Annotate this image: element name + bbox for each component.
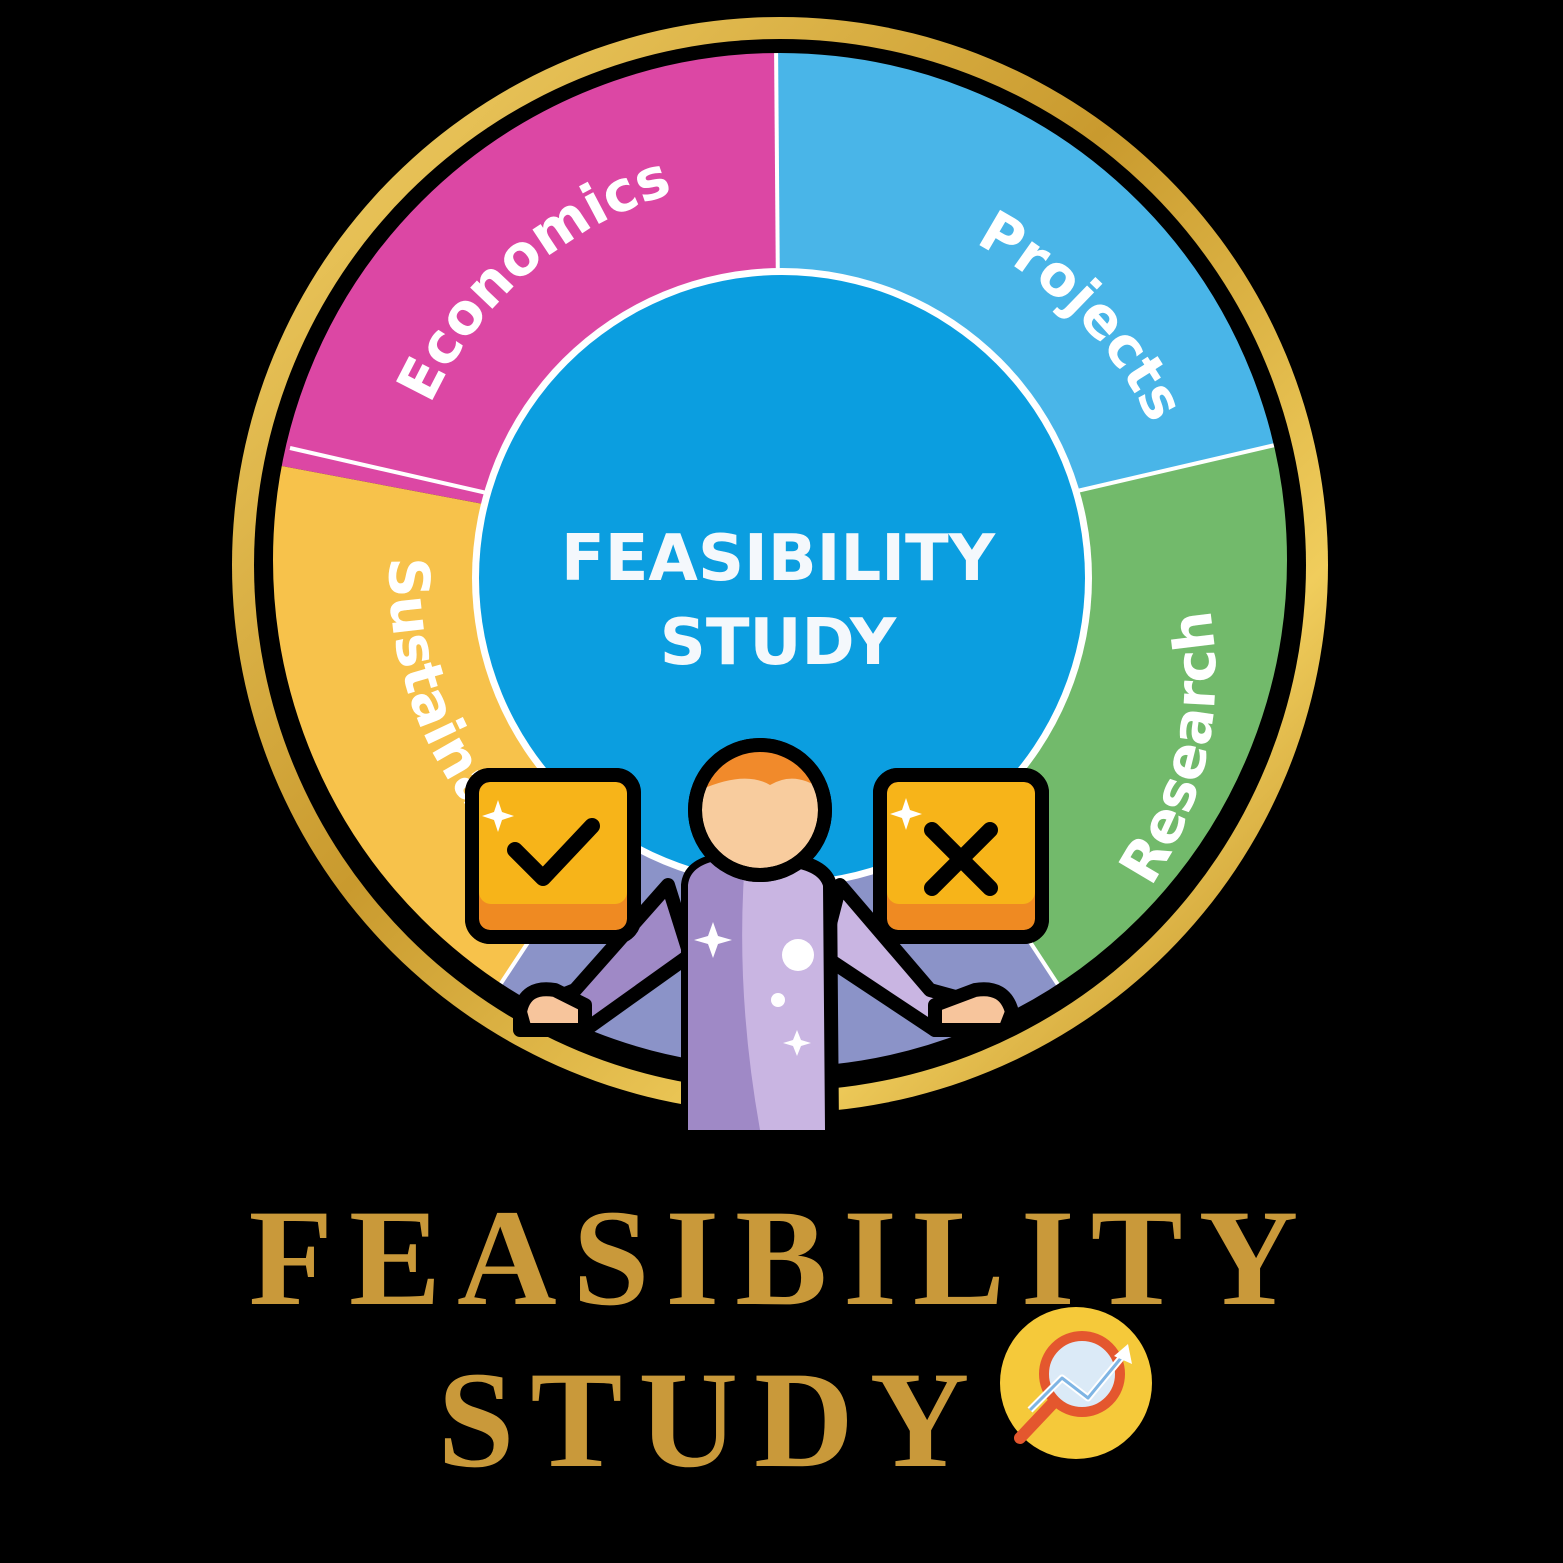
torso-sparkles	[694, 922, 814, 1056]
hub-label-line1: FEASIBILITY	[561, 522, 996, 596]
magnifier-chart-icon	[1000, 1307, 1152, 1459]
title-line-1: FEASIBILITY	[248, 1181, 1315, 1334]
cross-icon	[924, 822, 998, 896]
approve-box	[465, 768, 641, 944]
person-right-hand	[928, 982, 1019, 1037]
person-figure	[513, 738, 1019, 1137]
person-torso-shade	[688, 860, 760, 1130]
person-left-hand	[513, 982, 592, 1037]
hub-label-line2: STUDY	[660, 606, 897, 680]
title-line-2: STUDY	[437, 1343, 986, 1496]
hub-circle	[479, 275, 1085, 881]
reject-box	[873, 768, 1049, 944]
check-icon	[507, 818, 600, 886]
